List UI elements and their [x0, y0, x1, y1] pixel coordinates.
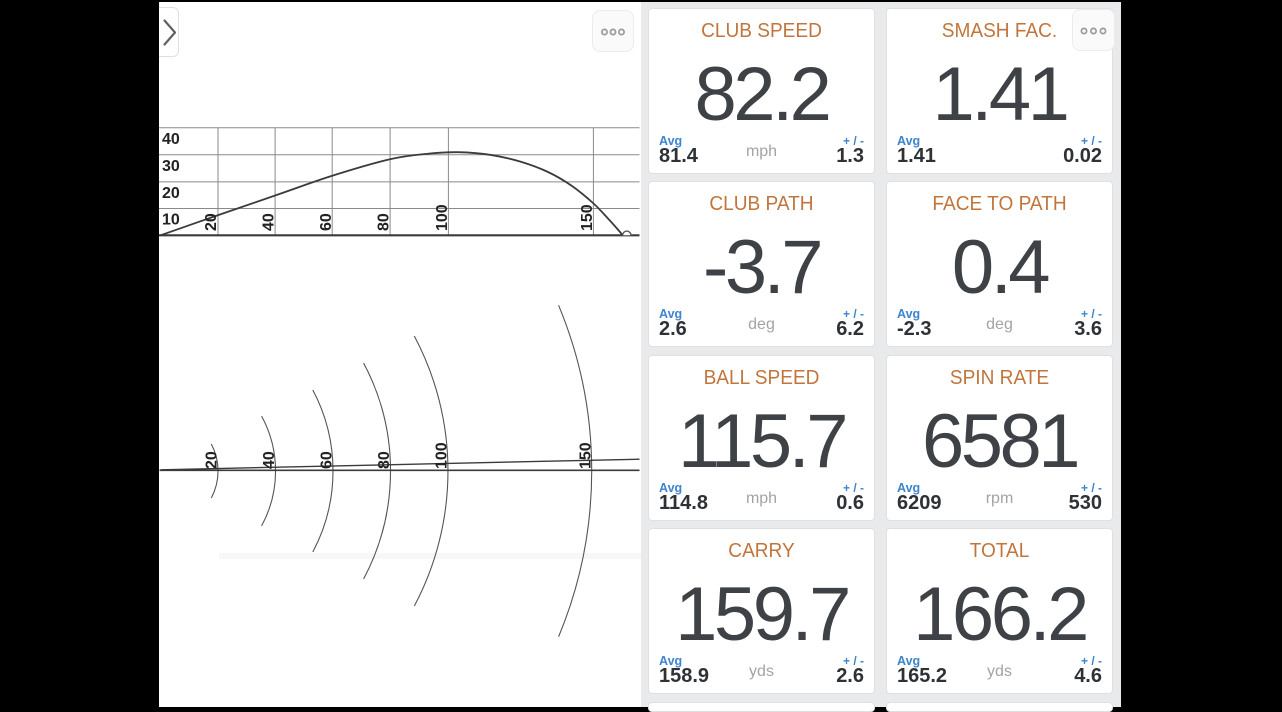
svg-text:20: 20 — [203, 213, 220, 231]
svg-text:60: 60 — [318, 213, 335, 231]
svg-text:30: 30 — [162, 158, 180, 175]
svg-text:40: 40 — [261, 451, 278, 469]
svg-text:40: 40 — [261, 213, 278, 231]
svg-text:80: 80 — [376, 451, 393, 469]
svg-text:150: 150 — [577, 442, 594, 469]
svg-text:80: 80 — [376, 213, 393, 231]
svg-text:10: 10 — [162, 212, 180, 229]
svg-text:60: 60 — [319, 451, 336, 469]
svg-text:40: 40 — [162, 131, 180, 148]
svg-text:20: 20 — [162, 185, 180, 202]
svg-text:100: 100 — [434, 204, 451, 231]
svg-text:100: 100 — [434, 442, 451, 469]
svg-text:150: 150 — [579, 204, 596, 231]
svg-text:20: 20 — [204, 451, 221, 469]
